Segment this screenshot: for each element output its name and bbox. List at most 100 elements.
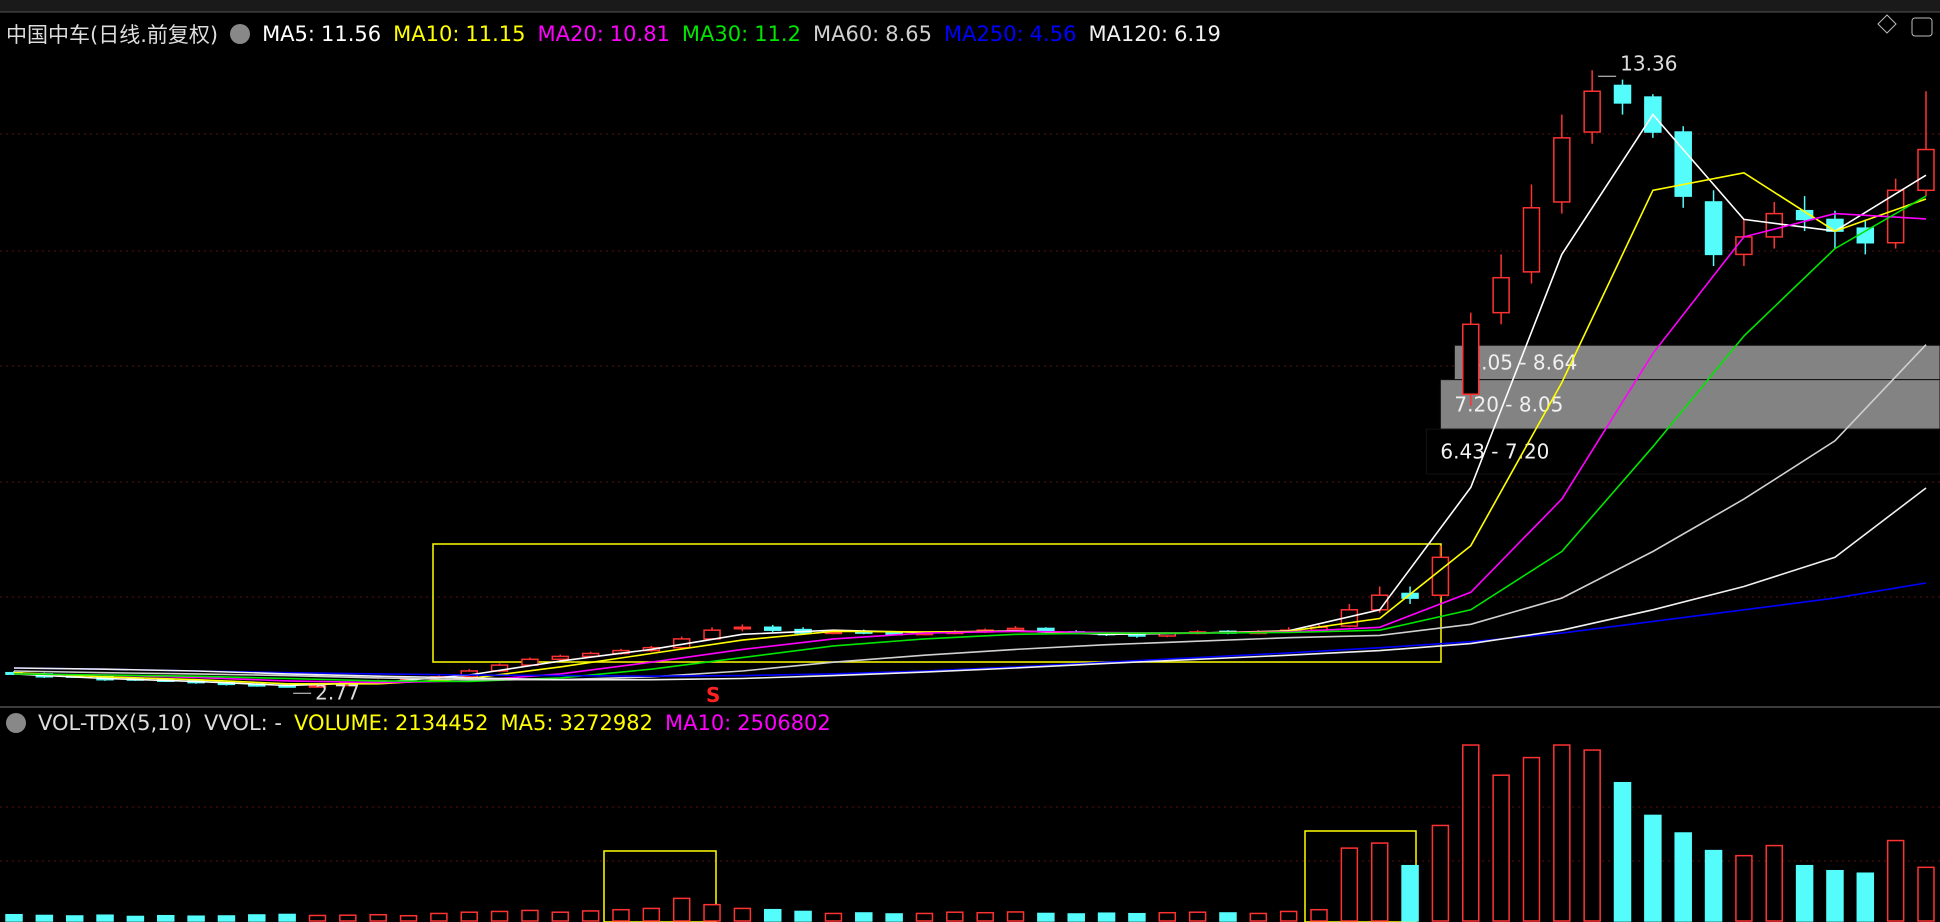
- legend-name: MA10:: [393, 22, 460, 46]
- candle-body: [551, 655, 570, 661]
- legend-value: 10.81: [609, 22, 670, 46]
- legend-item[interactable]: MA120: 6.19: [1088, 22, 1220, 46]
- volume-note: VVOL: -: [204, 711, 282, 735]
- legend-item[interactable]: MA30: 11.2: [682, 22, 801, 46]
- legend-value: 3272982: [559, 711, 653, 735]
- volume-bar: [1704, 849, 1723, 922]
- volume-bar: [642, 907, 661, 922]
- volume-bar: [1249, 912, 1268, 922]
- volume-header: VOL-TDX(5,10) VVOL: - VOLUME: 2134452 MA5:…: [6, 711, 831, 735]
- volume-title: VOL-TDX(5,10): [38, 711, 193, 735]
- diamond-icon[interactable]: [1877, 14, 1897, 34]
- volume-bar: [1613, 781, 1632, 922]
- volume-bar: [1674, 832, 1692, 922]
- volume-bar: [672, 897, 691, 922]
- volume-bar: [521, 909, 539, 922]
- legend-name: MA30:: [681, 22, 749, 46]
- volume-bar: [156, 914, 175, 922]
- volume-bar: [430, 912, 448, 922]
- legend-value: 4.56: [1029, 22, 1077, 46]
- candle-body: [763, 626, 782, 631]
- legend-name: MA10:: [664, 711, 732, 735]
- candle-body: [1735, 236, 1753, 256]
- volume-bar: [1492, 774, 1510, 922]
- legend-item[interactable]: MA20: 10.81: [538, 22, 670, 46]
- volume-bar: [187, 915, 205, 922]
- volume-bar: [1219, 912, 1237, 922]
- ma-line: [13, 344, 1927, 681]
- legend-name: MA5:: [262, 22, 315, 46]
- volume-bar: [581, 910, 600, 922]
- volume-bar: [1340, 847, 1359, 922]
- legend-name: MA250:: [944, 22, 1024, 46]
- candle-body: [1765, 212, 1784, 238]
- legend-name: MA60:: [812, 22, 880, 46]
- legend-name: MA5:: [500, 711, 554, 735]
- legend-name: VOLUME:: [293, 711, 389, 735]
- volume-bar: [612, 908, 630, 922]
- ma-line: [13, 195, 1927, 683]
- legend-item: MA10: 2506802: [665, 711, 831, 735]
- volume-bar: [1856, 872, 1875, 922]
- volume-bar: [460, 911, 478, 922]
- candle-body: [1917, 148, 1935, 192]
- toolbar[interactable]: [0, 0, 1940, 12]
- highlight-box: [1304, 830, 1417, 922]
- legend-item[interactable]: MA250: 4.56: [944, 22, 1076, 46]
- legend-value: 8.65: [885, 22, 933, 46]
- volume-bar: [1037, 912, 1055, 922]
- candle-body: [1795, 209, 1814, 221]
- volume-bar: [369, 913, 387, 922]
- candle-body: [1462, 323, 1480, 395]
- volume-bar: [217, 915, 236, 922]
- volume-bar: [551, 911, 570, 922]
- volume-bar: [1644, 814, 1662, 922]
- window-icon[interactable]: [1911, 17, 1933, 37]
- volume-bar: [1522, 756, 1541, 922]
- volume-bar: [1553, 744, 1571, 922]
- volume-bar: [1310, 908, 1328, 922]
- price-header: 中国中车(日线.前复权) MA5: 11.56 MA10: 11.15 MA20: 10.…: [6, 19, 1221, 49]
- volume-bar: [490, 910, 509, 922]
- volume-bar: [308, 914, 327, 922]
- volume-bar: [1067, 913, 1085, 922]
- volume-bar: [855, 912, 873, 922]
- volume-bar: [1279, 910, 1298, 922]
- volume-bar: [1370, 842, 1389, 922]
- legend-value: 2134452: [394, 711, 489, 735]
- legend-value: 6.19: [1174, 22, 1221, 46]
- volume-bar: [1917, 866, 1935, 922]
- volume-bar: [733, 907, 752, 922]
- volume-bar: [794, 910, 812, 922]
- candle-body: [308, 684, 327, 688]
- ma-line: [13, 487, 1927, 681]
- ma-line: [13, 212, 1927, 684]
- legend-item[interactable]: MA5: 11.56: [262, 22, 381, 46]
- annotation-label: 13.36: [1620, 51, 1677, 75]
- candle-body: [1583, 90, 1601, 133]
- volume-bar: [824, 912, 843, 922]
- chart-title: 中国中车(日线.前复权): [6, 23, 219, 47]
- legend-value: 2506802: [737, 711, 831, 735]
- candle-body: [733, 626, 752, 630]
- volume-bar: [915, 912, 934, 922]
- dropdown-icon[interactable]: [6, 713, 26, 733]
- candle-body: [1492, 276, 1510, 314]
- legend-item[interactable]: MA10: 11.15: [393, 22, 525, 46]
- volume-bar: [1188, 911, 1207, 922]
- volume-bar: [946, 911, 964, 922]
- volume-bar: [703, 903, 721, 922]
- price-zone: [1453, 344, 1940, 381]
- volume-bar: [96, 914, 114, 922]
- highlight-box: [603, 850, 717, 922]
- volume-bar: [1795, 864, 1814, 922]
- legend-item[interactable]: MA60: 8.65: [813, 22, 932, 46]
- volume-bar: [5, 913, 23, 922]
- volume-bar: [248, 914, 266, 922]
- dropdown-icon[interactable]: [230, 24, 251, 44]
- volume-bar: [1462, 744, 1480, 922]
- zone-label: 6.43 - 7.20: [1440, 440, 1549, 464]
- legend-name: MA20:: [537, 22, 604, 46]
- volume-bar: [1158, 911, 1177, 922]
